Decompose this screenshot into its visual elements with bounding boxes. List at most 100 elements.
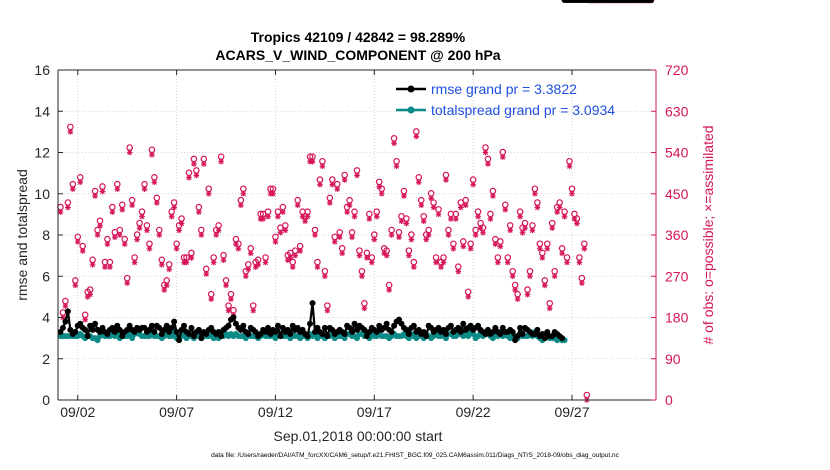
obs-assimilated-marker [509,273,516,280]
obs-assimilated-marker [524,291,531,298]
obs-assimilated-marker [314,264,321,270]
axis-ticks: 09/02 09/07 09/12 09/17 09/22 09/27 0 2 4 6 8 10 12 1… [34,62,688,420]
obs-assimilated-marker [121,241,128,247]
y-axis-left-label: rmse and totalspread [14,169,30,301]
x-tick-label: 09/17 [357,404,392,420]
rmse-point [509,328,516,335]
x-tick-label: 09/12 [258,404,293,420]
rmse-point [240,322,247,329]
obs-assimilated-marker [203,271,210,277]
obs-assimilated-marker [104,241,111,247]
obs-assimilated-marker [492,241,499,247]
rmse-point [341,331,348,337]
rmse-point [72,328,79,335]
obs-assimilated-marker [243,273,249,280]
obs-assimilated-marker [354,172,360,179]
obs-assimilated-marker [514,296,521,302]
obs-assimilated-marker [139,213,145,220]
y-left-tick-label: 4 [42,310,50,326]
obs-assimilated-marker [485,161,491,167]
rmse-point [534,326,541,333]
rmse-point [405,331,412,337]
rmse-point [410,322,417,329]
obs-assimilated-marker [576,259,583,266]
rmse-point [82,326,89,333]
obs-assimilated-marker [89,261,96,268]
y-right-tick-label: 630 [665,103,689,119]
obs-assimilated-marker [213,232,219,238]
obs-assimilated-marker [579,280,585,286]
obs-assimilated-marker [70,186,76,192]
y-axis-right-label: # of obs: o=possible; ×=assimilated [700,125,716,344]
obs-assimilated-marker [131,259,138,266]
rmse-point [423,333,430,340]
rmse-point [373,328,380,335]
rmse-point [517,324,524,331]
obs-assimilated-marker [475,213,481,220]
obs-assimilated-marker [272,239,279,245]
obs-assimilated-marker [114,186,121,192]
obs-assimilated-marker [566,163,573,170]
obs-assimilated-marker [517,213,523,220]
obs-assimilated-marker [356,252,363,259]
obs-assimilated-marker [529,227,536,234]
legend-totalspread-marker [407,106,415,114]
obs-assimilated-marker [107,264,113,270]
rmse-point [168,324,175,331]
obs-assimilated-marker [472,232,479,238]
obs-assimilated-marker [544,245,551,252]
obs-assimilated-marker [67,129,74,135]
obs-assimilated-marker [378,190,385,197]
obs-assimilated-marker [277,229,284,236]
rmse-point [309,300,316,307]
legend-totalspread-label: totalspread grand pr = 3.0934 [431,102,615,118]
rmse-point [195,326,202,333]
obs-assimilated-marker [220,257,227,264]
obs-assimilated-marker [191,161,197,167]
rmse-point [245,331,252,337]
rmse-point [287,331,294,337]
obs-assimilated-marker [371,236,378,243]
obs-assimilated-marker [200,161,207,167]
obs-assimilated-marker [430,204,437,211]
obs-assimilated-marker [522,225,528,231]
obs-assimilated-marker [443,177,449,183]
rmse-point [218,333,225,340]
y-right-tick-label: 540 [665,145,689,161]
rmse-point [388,328,395,335]
obs-assimilated-marker [77,179,84,186]
rmse-point [111,328,118,335]
obs-assimilated-marker [440,259,447,266]
obs-assimilated-marker [490,193,496,199]
obs-assimilated-marker [319,163,326,170]
obs-assimilated-marker [420,218,427,225]
obs-assimilated-marker [391,140,397,147]
legend: rmse grand pr = 3.3822 totalspread grand… [396,81,615,118]
rmse-point [148,322,155,329]
obs-assimilated-marker [112,234,118,241]
rmse-point [185,331,192,337]
obs-assimilated-marker [238,202,244,209]
obs-assimilated-marker [349,234,355,241]
obs-assimilated-marker [156,232,163,238]
obs-assimilated-marker [499,154,506,160]
obs-assimilated-marker [527,273,533,280]
obs-assimilated-marker [457,204,464,211]
obs-assimilated-marker [482,149,489,156]
obs-assimilated-marker [196,209,202,215]
obs-assimilated-marker [546,305,553,312]
rmse-point [176,337,183,344]
obs-assimilated-marker [65,204,71,211]
obs-assimilated-marker [302,218,308,225]
obs-assimilated-marker [532,190,538,197]
rmse-point [181,322,188,329]
obs-assimilated-marker [549,225,556,231]
obs-assimilated-marker [262,259,269,266]
obs-assimilated-marker [240,190,247,197]
error-series [57,0,655,344]
obs-assimilated-marker [280,209,286,215]
y-right-tick-label: 360 [665,227,689,243]
obs-assimilated-marker [141,186,148,192]
rmse-point [198,335,205,342]
chart-title-line1: Tropics 42109 / 42842 = 98.289% [251,29,466,45]
